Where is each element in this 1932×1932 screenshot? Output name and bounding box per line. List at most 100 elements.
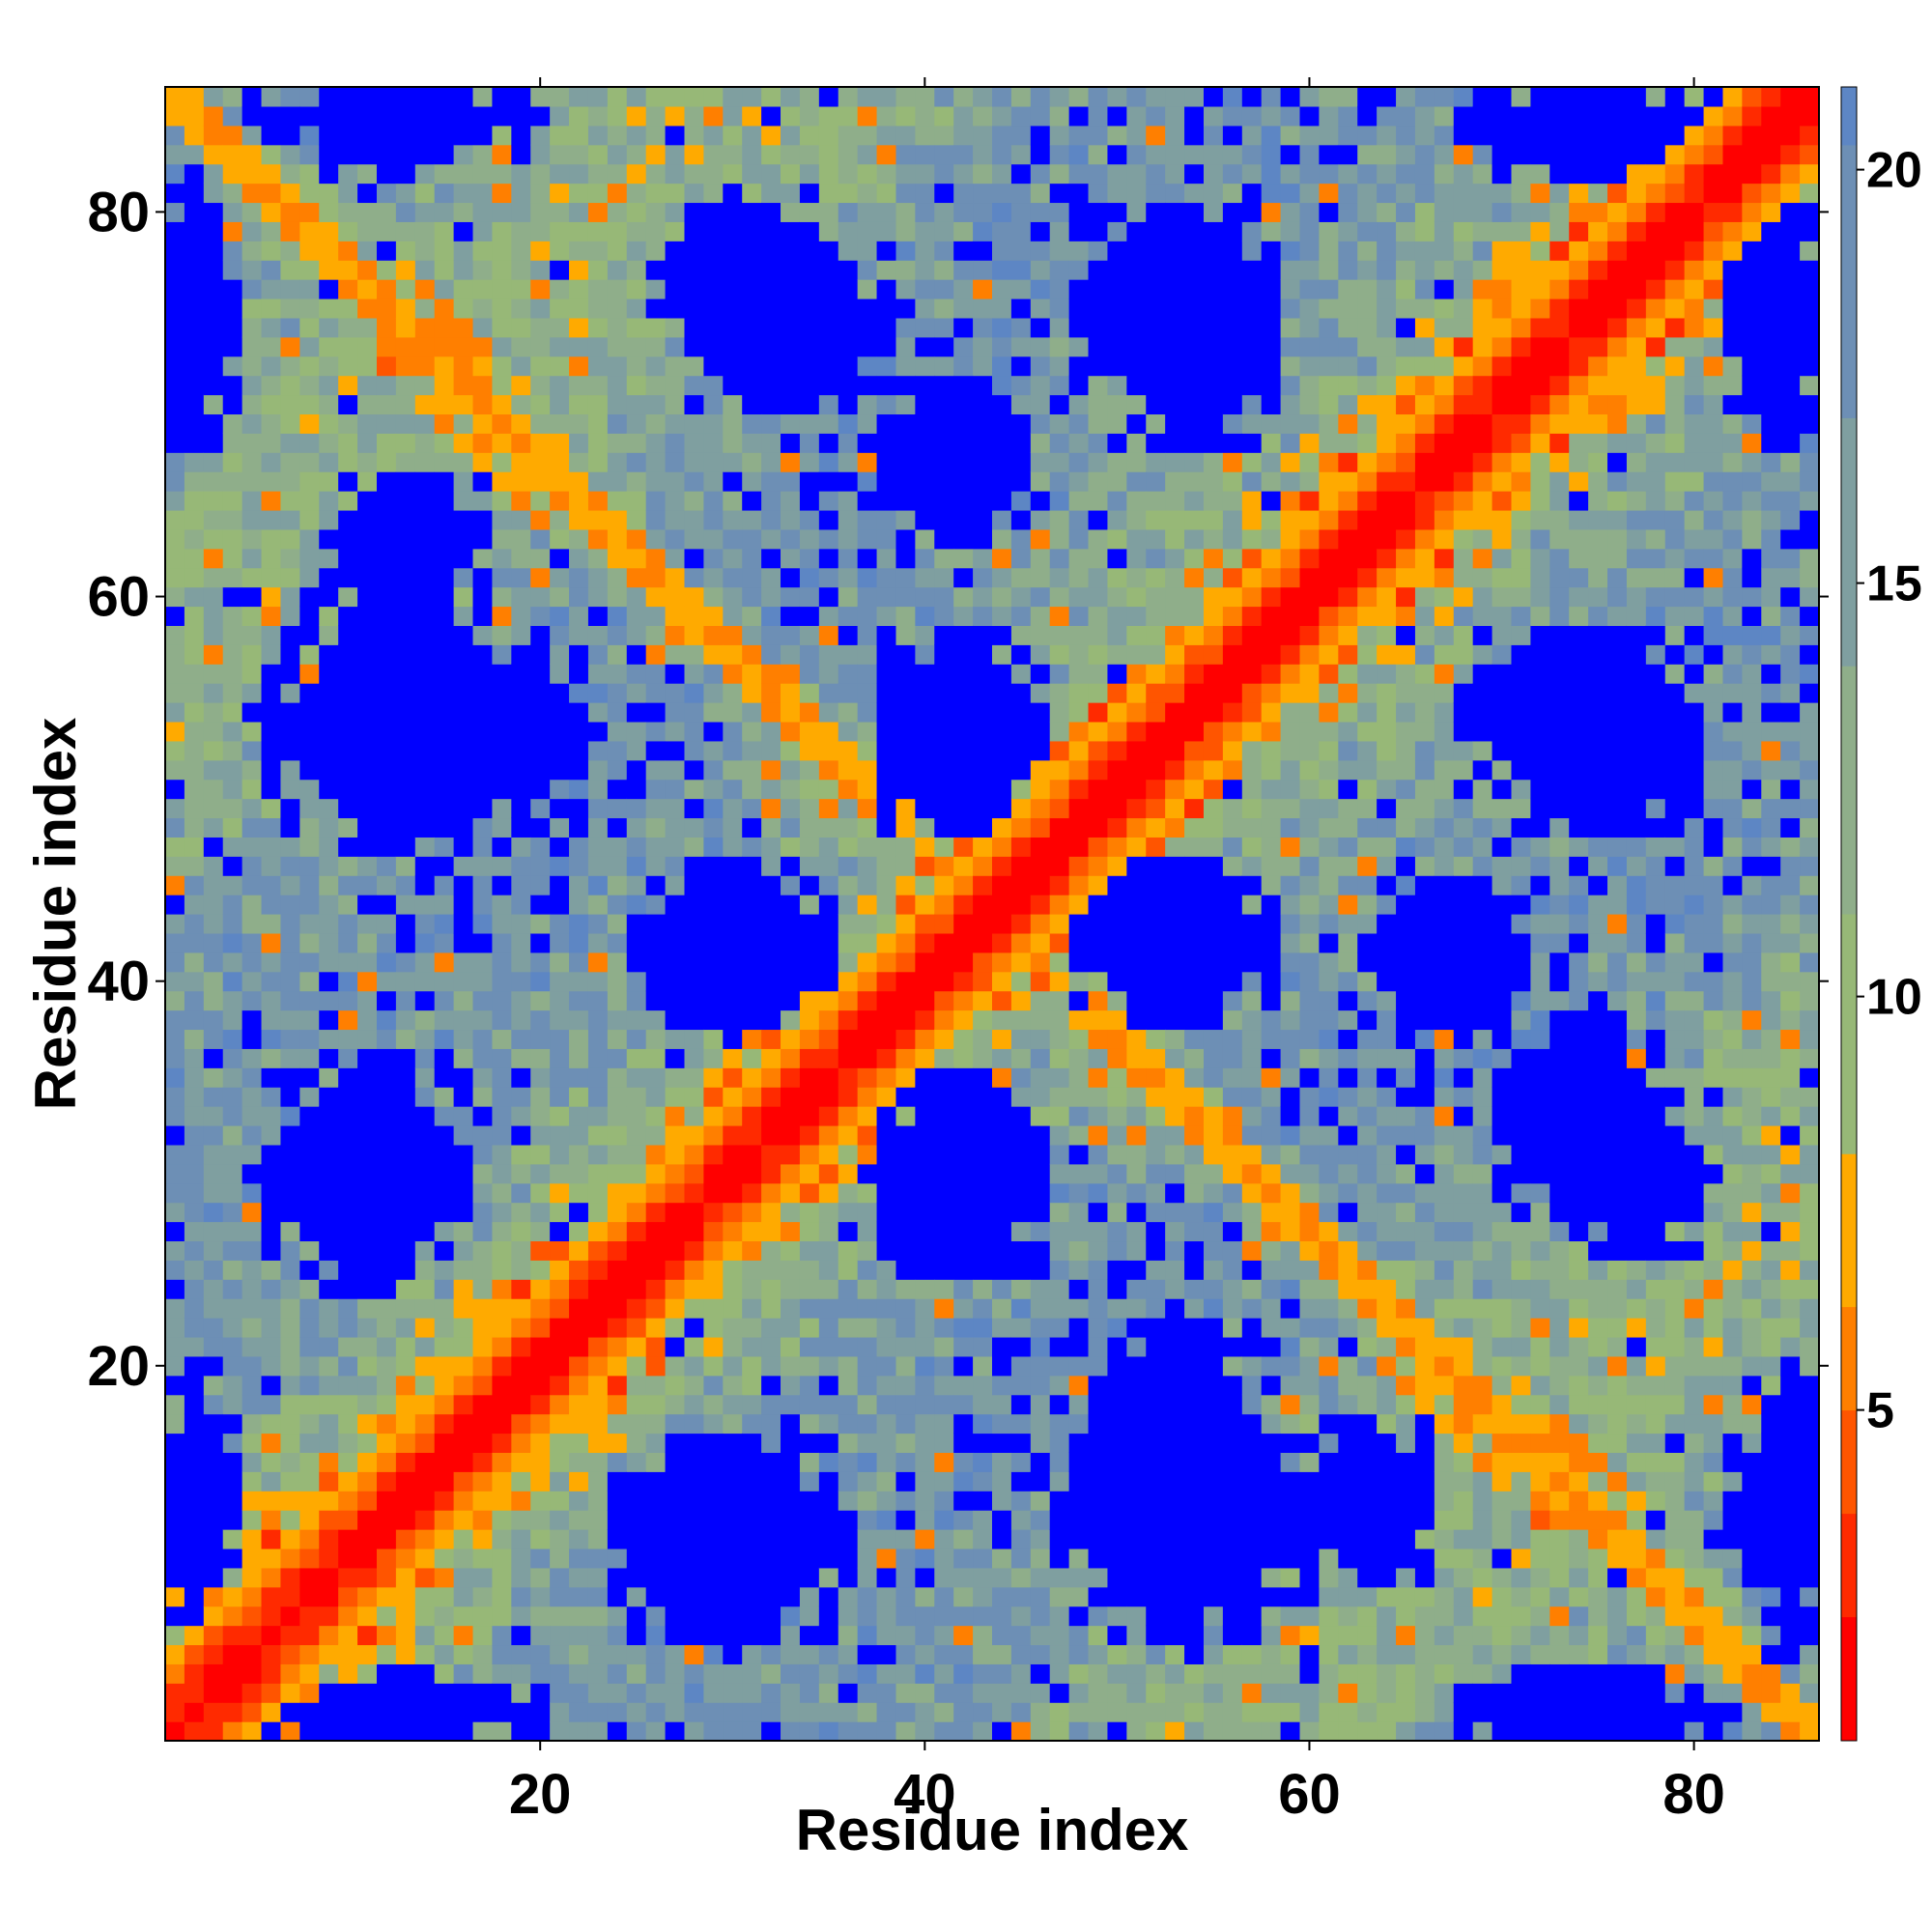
- heatmap-cell: [818, 298, 839, 319]
- heatmap-cell: [1049, 471, 1070, 492]
- heatmap-cell: [203, 875, 224, 895]
- heatmap-cell: [1088, 1279, 1109, 1299]
- heatmap-cell: [684, 241, 704, 261]
- heatmap-cell: [665, 1279, 686, 1299]
- heatmap-cell: [472, 759, 494, 781]
- heatmap-cell: [684, 548, 704, 569]
- heatmap-cell: [1261, 1029, 1282, 1049]
- heatmap-cell: [761, 1394, 781, 1415]
- heatmap-cell: [184, 1375, 205, 1396]
- heatmap-cell: [184, 528, 205, 550]
- heatmap-cell: [511, 625, 531, 645]
- heatmap-cell: [645, 1471, 667, 1492]
- heatmap-cell: [723, 798, 743, 819]
- heatmap-cell: [203, 1491, 224, 1511]
- heatmap-cell: [1222, 1067, 1243, 1088]
- heatmap-cell: [299, 1298, 320, 1319]
- heatmap-cell: [1261, 702, 1282, 723]
- heatmap-cell: [376, 1202, 397, 1223]
- heatmap-cell: [338, 817, 358, 838]
- heatmap-cell: [781, 721, 801, 742]
- heatmap-cell: [1068, 1663, 1090, 1684]
- heatmap-cell: [973, 817, 993, 838]
- heatmap-cell: [934, 1663, 954, 1684]
- heatmap-cell: [1222, 471, 1243, 492]
- heatmap-cell: [472, 1298, 494, 1319]
- heatmap-cell: [818, 1663, 839, 1684]
- heatmap-cell: [857, 1471, 878, 1492]
- heatmap-cell: [1010, 914, 1032, 934]
- heatmap-cell: [492, 798, 512, 819]
- heatmap-cell: [1146, 336, 1166, 357]
- heatmap-cell: [550, 144, 570, 165]
- heatmap-cell: [895, 759, 916, 781]
- heatmap-cell: [953, 1048, 974, 1068]
- heatmap-cell: [684, 702, 704, 723]
- heatmap-cell: [414, 625, 436, 645]
- heatmap-cell: [550, 1605, 570, 1627]
- heatmap-cell: [876, 990, 897, 1011]
- heatmap-cell: [915, 1163, 935, 1184]
- heatmap-cell: [492, 183, 512, 204]
- heatmap-cell: [280, 759, 300, 781]
- heatmap-cell: [414, 1394, 436, 1415]
- heatmap-cell: [453, 528, 474, 550]
- heatmap-cell: [915, 491, 935, 511]
- heatmap-cell: [781, 491, 801, 511]
- heatmap-cell: [550, 491, 570, 511]
- heatmap-cell: [1146, 895, 1166, 915]
- heatmap-cell: [992, 375, 1012, 396]
- heatmap-cell: [1146, 1202, 1166, 1223]
- heatmap-cell: [1088, 779, 1109, 800]
- heatmap-cell: [472, 875, 494, 895]
- heatmap-cell: [203, 183, 224, 204]
- heatmap-cell: [1280, 1663, 1301, 1684]
- heatmap-cell: [915, 586, 935, 608]
- heatmap-cell: [357, 1644, 378, 1664]
- heatmap-cell: [857, 990, 878, 1011]
- heatmap-cell: [395, 202, 416, 222]
- heatmap-cell: [723, 491, 743, 511]
- heatmap-cell: [299, 586, 320, 608]
- heatmap-cell: [607, 221, 628, 242]
- heatmap-cell: [1030, 509, 1051, 530]
- heatmap-cell: [857, 163, 878, 185]
- heatmap-cell: [915, 1279, 935, 1299]
- heatmap-cell: [781, 375, 801, 396]
- heatmap-cell: [222, 394, 243, 415]
- heatmap-cell: [1010, 279, 1032, 299]
- heatmap-cell: [703, 1067, 724, 1088]
- heatmap-cell: [645, 721, 667, 742]
- heatmap-cell: [1184, 1721, 1205, 1742]
- heatmap-cell: [1107, 394, 1127, 415]
- heatmap-cell: [761, 433, 781, 453]
- heatmap-cell: [1184, 260, 1205, 280]
- heatmap-cell: [857, 202, 878, 222]
- heatmap-cell: [953, 183, 974, 204]
- heatmap-cell: [973, 1009, 993, 1031]
- heatmap-cell: [818, 606, 839, 626]
- heatmap-cell: [953, 1375, 974, 1396]
- heatmap-cell: [895, 471, 916, 492]
- heatmap-cell: [895, 105, 916, 127]
- heatmap-cell: [376, 1491, 397, 1511]
- heatmap-cell: [992, 1702, 1012, 1722]
- heatmap-cell: [511, 1567, 531, 1588]
- heatmap-cell: [280, 1279, 300, 1299]
- heatmap-cell: [1068, 260, 1090, 280]
- heatmap-cell: [1203, 1702, 1224, 1722]
- heatmap-cell: [414, 895, 436, 915]
- heatmap-cell: [261, 1471, 282, 1492]
- heatmap-cell: [587, 1221, 609, 1242]
- heatmap-cell: [876, 1433, 897, 1453]
- heatmap-cell: [357, 1683, 378, 1703]
- heatmap-cell: [607, 759, 628, 781]
- heatmap-cell: [453, 241, 474, 261]
- heatmap-cell: [838, 606, 859, 626]
- heatmap-cell: [1030, 1048, 1051, 1068]
- heatmap-cell: [684, 952, 704, 973]
- heatmap-cell: [1203, 105, 1224, 127]
- heatmap-cell: [992, 355, 1012, 377]
- heatmap-cell: [915, 1721, 935, 1742]
- heatmap-cell: [818, 1548, 839, 1569]
